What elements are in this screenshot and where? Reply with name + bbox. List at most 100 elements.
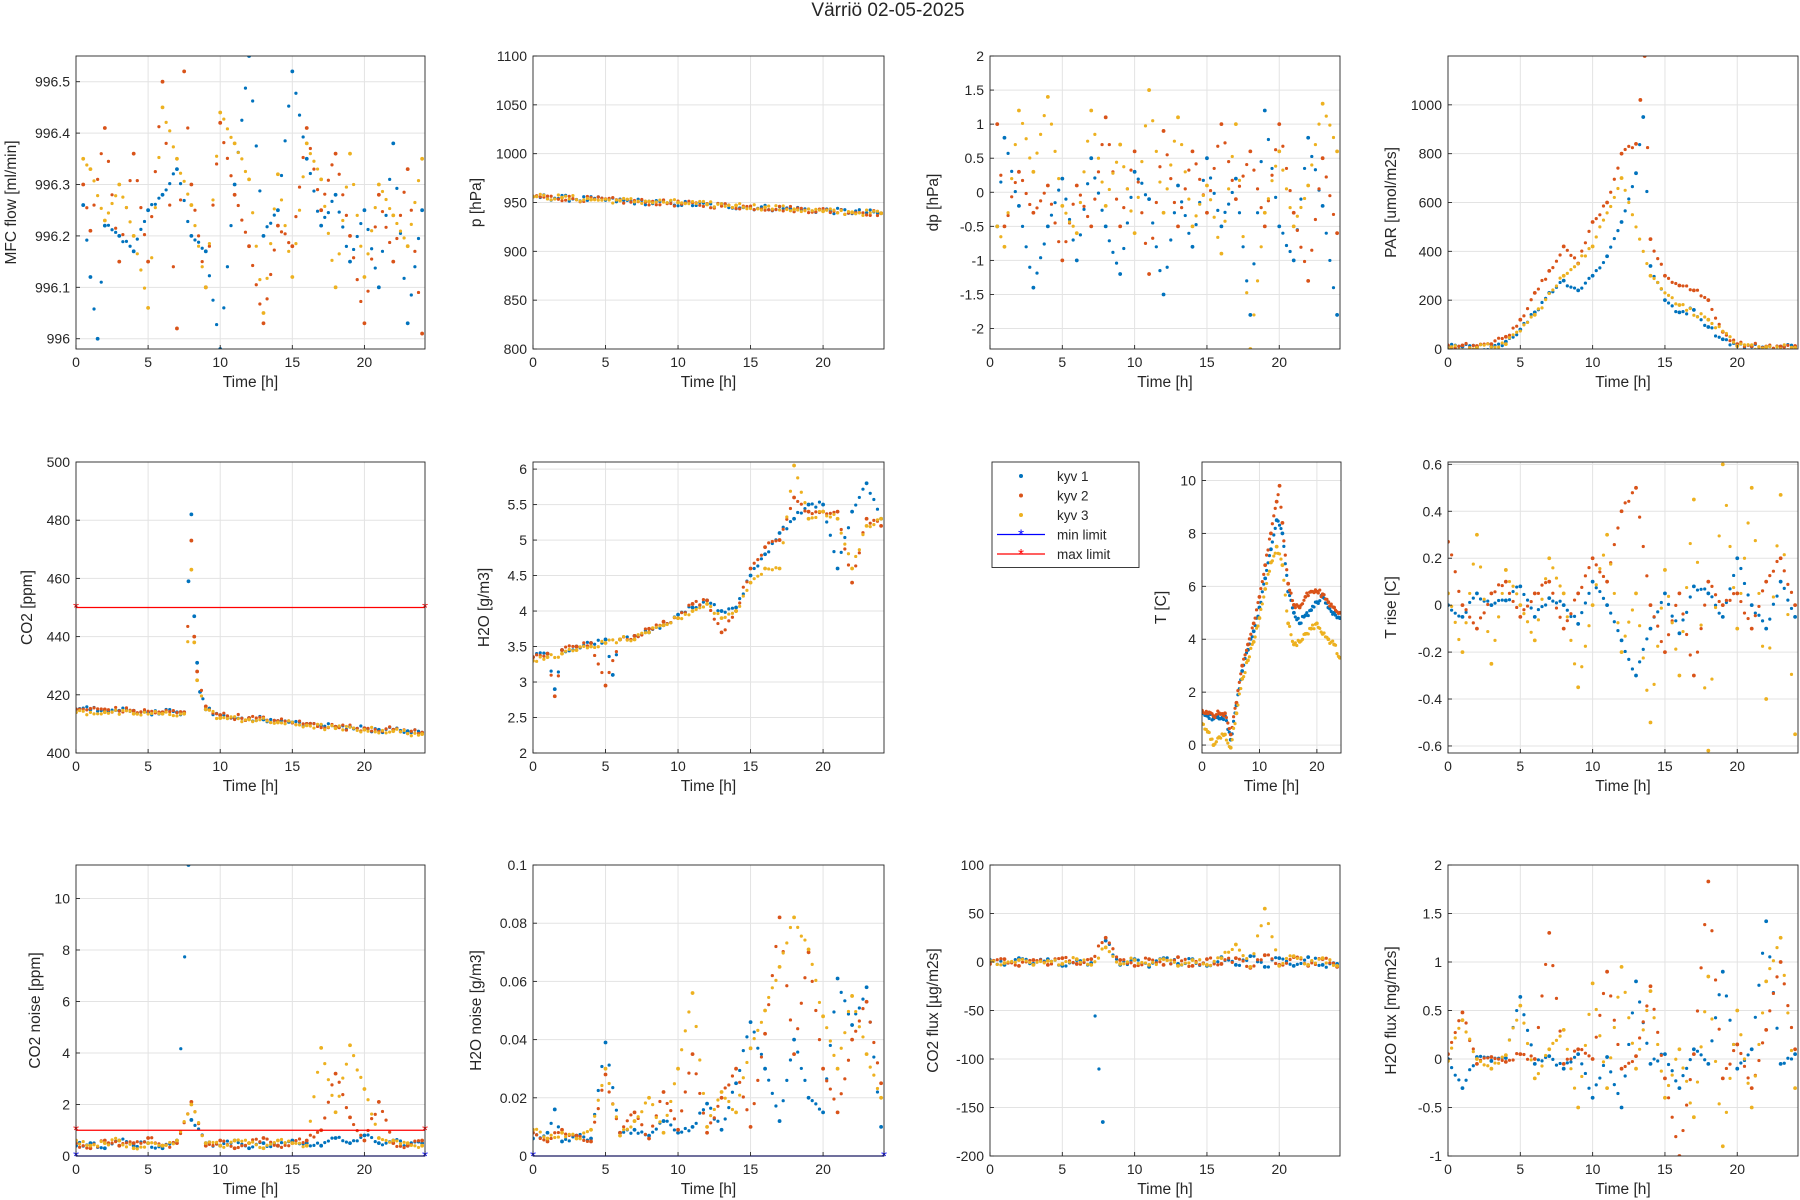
data-point [251,1138,255,1142]
data-point [622,635,626,639]
data-point [850,566,854,571]
data-point [1634,1054,1638,1058]
data-point [864,208,869,212]
data-point [1583,1051,1587,1055]
data-point [1284,166,1289,171]
data-point [763,545,767,550]
data-point [272,718,276,722]
data-point [1518,329,1522,333]
data-point [1100,180,1104,184]
legend-marker [1019,513,1023,517]
data-point [759,1055,764,1059]
data-point [1623,147,1627,152]
data-point [1143,961,1148,965]
data-point [763,1066,767,1071]
data-point [614,1108,618,1112]
data-point [1587,1012,1591,1016]
data-point [352,1139,356,1143]
data-point [723,202,727,206]
data-point [1580,585,1584,589]
data-point [1627,1016,1631,1020]
data-points [81,56,425,349]
data-point [1670,296,1674,300]
data-point [1529,315,1533,319]
data-point [1656,1042,1660,1047]
data-point [734,609,738,613]
data-point [413,265,417,269]
data-point [376,182,381,187]
data-point [1598,213,1602,217]
data-point [92,1143,96,1147]
data-point [734,203,738,208]
data-point [1320,101,1325,106]
data-point [629,1131,633,1135]
data-point [533,655,535,660]
data-point [709,206,713,210]
data-point [319,722,323,726]
data-point [705,602,709,606]
data-point [1619,151,1624,156]
data-point [283,139,287,143]
data-point [240,716,244,720]
data-point [690,605,695,610]
data-point [153,202,157,206]
data-point [1627,197,1631,201]
data-point [839,527,843,532]
data-point [1580,1074,1584,1079]
x-tick-label: 0 [72,1161,80,1177]
data-point [1064,959,1068,964]
data-point [618,1130,622,1135]
data-point [716,1098,720,1102]
data-point [690,199,695,204]
x-tick-label: 5 [144,1161,152,1177]
data-point [1746,1081,1750,1085]
data-point [359,299,363,304]
data-point [814,510,818,514]
data-point [1641,544,1645,549]
data-point [1096,956,1101,960]
data-point [825,208,829,212]
data-point [1565,615,1569,619]
data-point [1598,570,1602,574]
data-point [1742,343,1747,347]
data-point [574,1133,579,1138]
data-point [1086,958,1090,962]
data-point [258,718,262,722]
data-point [117,182,122,187]
data-point [189,538,194,543]
y-tick-label: 0.02 [500,1090,527,1106]
data-point [1598,225,1602,229]
data-point [1180,200,1184,204]
data-point [1071,960,1075,965]
data-point [1464,1078,1468,1082]
data-point [1270,540,1274,544]
data-point [78,1145,82,1149]
data-point [1205,210,1209,215]
data-point [1742,581,1747,586]
data-point [142,233,147,237]
data-point [301,155,305,160]
data-point [189,182,194,187]
y-tick-label: 800 [1419,146,1443,162]
data-point [603,1040,608,1045]
data-point [1216,736,1220,740]
data-point [1677,631,1682,636]
data-point [709,1121,713,1125]
data-point [665,1119,669,1123]
data-point [1064,964,1068,968]
data-point [1583,1043,1587,1048]
data-point [1749,1047,1754,1052]
data-point [1266,197,1271,201]
data-point [164,710,168,714]
data-point [1691,308,1696,312]
data-point [1201,193,1205,198]
data-point [200,1134,204,1138]
data-point [1288,954,1292,958]
data-point [574,1136,579,1141]
data-point [218,1138,223,1143]
data-point [1219,251,1224,256]
data-point [1269,531,1273,536]
data-point [1213,715,1217,720]
data-point [1118,224,1123,229]
data-point [261,716,266,720]
